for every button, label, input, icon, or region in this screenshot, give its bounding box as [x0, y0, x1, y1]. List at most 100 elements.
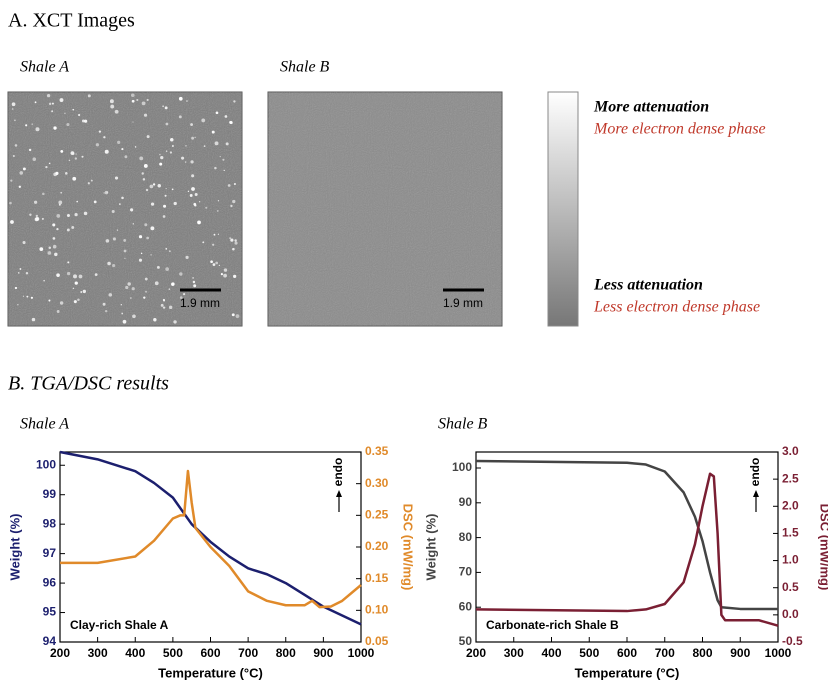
- y2-tick-label: 3.0: [782, 444, 799, 458]
- bright-spot: [201, 118, 206, 123]
- bright-spot: [66, 228, 70, 232]
- bright-spot: [136, 98, 139, 102]
- bright-spot: [66, 123, 70, 127]
- panel-label: Shale A: [20, 59, 69, 76]
- bright-spot: [48, 102, 52, 106]
- bright-spot: [143, 296, 146, 299]
- y2-tick-label: 0.5: [782, 580, 799, 594]
- bright-spot: [178, 96, 183, 101]
- chart-title: Shale B: [438, 416, 488, 433]
- bright-spot: [230, 238, 234, 242]
- bright-spot: [114, 109, 119, 114]
- bright-spot: [211, 130, 215, 134]
- bright-spot: [171, 282, 175, 286]
- bright-spot: [179, 272, 183, 276]
- bright-spot: [102, 302, 106, 306]
- bright-spot: [146, 236, 150, 240]
- bright-spot: [150, 254, 152, 256]
- bright-spot: [75, 153, 77, 155]
- bright-spot: [191, 136, 195, 140]
- endo-label: endo: [748, 458, 762, 487]
- bright-spot: [202, 241, 205, 244]
- bright-spot: [164, 194, 167, 197]
- y2-tick-label: 0.25: [365, 508, 389, 522]
- bright-spot: [65, 172, 68, 175]
- bright-spot: [34, 101, 37, 104]
- y-tick-label: 98: [43, 516, 57, 530]
- bright-spot: [163, 299, 166, 302]
- bright-spot: [106, 191, 108, 193]
- bright-spot: [25, 272, 29, 275]
- bright-spot: [22, 240, 26, 245]
- bright-spot: [52, 244, 57, 249]
- bright-spot: [214, 141, 219, 146]
- bright-spot: [82, 289, 87, 294]
- bright-spot: [34, 217, 39, 222]
- bright-spot: [229, 237, 231, 239]
- x-axis-title: Temperature (°C): [575, 665, 680, 680]
- bright-spot: [187, 190, 190, 192]
- bright-spot: [153, 318, 157, 322]
- bright-spot: [223, 273, 227, 278]
- bright-spot: [60, 191, 63, 194]
- bright-spot: [22, 295, 25, 297]
- bright-spot: [53, 126, 57, 130]
- bright-spot: [74, 212, 78, 217]
- x-tick-label: 300: [504, 646, 524, 660]
- endo-label: endo: [331, 458, 345, 487]
- bright-spot: [142, 178, 146, 181]
- bright-spot: [160, 303, 164, 307]
- bright-spot: [141, 172, 144, 175]
- bright-spot: [122, 319, 127, 324]
- y-tick-label: 100: [452, 460, 472, 474]
- bright-spot: [68, 159, 71, 162]
- bright-spot: [70, 151, 75, 156]
- bright-spot: [212, 263, 216, 266]
- bright-spot: [227, 184, 231, 187]
- bright-spot: [203, 145, 206, 148]
- bright-spot: [198, 201, 201, 203]
- bright-spot: [78, 113, 81, 117]
- data-line: [60, 469, 362, 609]
- chart: Shale B 200 300 400 500 600 700 800 900 1000 50 60 7…: [423, 416, 828, 681]
- bright-spot: [17, 272, 20, 274]
- x-tick-label: 400: [125, 646, 145, 660]
- bright-spot: [145, 188, 149, 192]
- bright-spot: [72, 108, 75, 111]
- plot-frame: [475, 451, 779, 643]
- bright-spot: [98, 130, 102, 133]
- bright-spot: [51, 110, 54, 113]
- bright-spot: [109, 99, 114, 104]
- y2-tick-label: 0.05: [365, 634, 389, 648]
- bright-spot: [139, 156, 144, 161]
- y-tick-label: 97: [43, 546, 57, 560]
- x-tick-label: 200: [50, 646, 70, 660]
- bright-spot: [18, 185, 21, 188]
- bright-spot: [231, 313, 235, 317]
- bright-spot: [10, 179, 13, 182]
- x-tick-label: 900: [730, 646, 750, 660]
- bright-spot: [90, 179, 93, 182]
- bright-spot: [194, 204, 197, 207]
- y-axis-title: Weight (%): [7, 514, 22, 581]
- bright-spot: [76, 200, 78, 203]
- y2-tick-label: 0.10: [365, 603, 389, 617]
- bright-spot: [42, 192, 45, 196]
- bright-spot: [234, 239, 237, 242]
- bright-spot: [107, 261, 111, 266]
- bright-spot: [141, 101, 146, 106]
- colorbar: [547, 91, 579, 327]
- bright-spot: [220, 273, 223, 276]
- bright-spot: [210, 260, 213, 264]
- x-tick-label: 400: [541, 646, 561, 660]
- bright-spot: [165, 122, 169, 126]
- bright-spot: [48, 162, 51, 165]
- x-tick-label: 700: [655, 646, 675, 660]
- bright-spot: [194, 136, 196, 139]
- bright-spot: [52, 223, 56, 227]
- bright-spot: [217, 200, 220, 202]
- bright-spot: [190, 123, 193, 126]
- bright-spot: [157, 184, 161, 188]
- bright-spot: [224, 115, 228, 118]
